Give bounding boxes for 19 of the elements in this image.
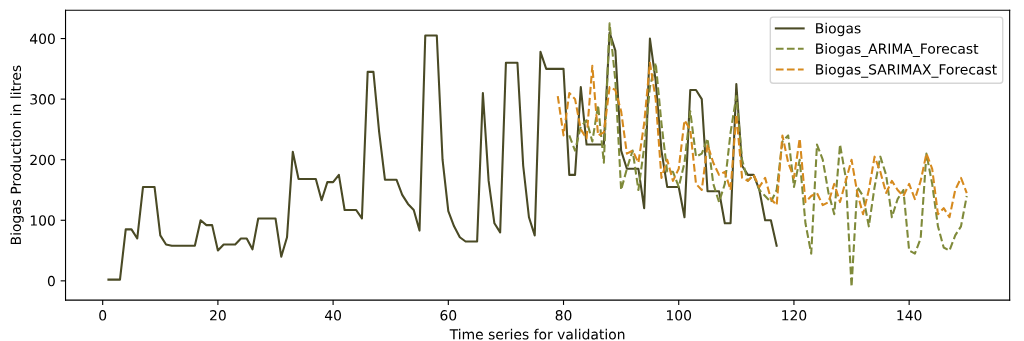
y-tick-label: 0	[47, 275, 55, 287]
x-tick-label: 40	[324, 310, 342, 321]
y-axis-title: Biogas Production in litres	[10, 65, 24, 245]
legend-label: Biogas_ARIMA_Forecast	[816, 43, 979, 57]
y-tick-label: 200	[30, 154, 55, 166]
x-tick-label: 80	[555, 310, 572, 321]
y-tick-label: 100	[30, 215, 55, 226]
x-tick-label: 120	[782, 310, 807, 321]
x-tick-label: 0	[99, 310, 107, 321]
x-tick-label: 100	[667, 310, 692, 321]
y-tick-label: 300	[30, 94, 55, 105]
x-tick-label: 140	[897, 310, 922, 321]
legend-label: Biogas	[816, 22, 861, 37]
y-tick-label: 400	[29, 33, 55, 45]
line-series	[107, 31, 778, 281]
x-axis-title: Time series for validation	[449, 328, 625, 340]
x-tick-label: 20	[210, 310, 226, 321]
x-tick-label: 60	[440, 310, 457, 321]
legend-label: Biogas_SARIMAX_Forecast	[816, 63, 997, 78]
